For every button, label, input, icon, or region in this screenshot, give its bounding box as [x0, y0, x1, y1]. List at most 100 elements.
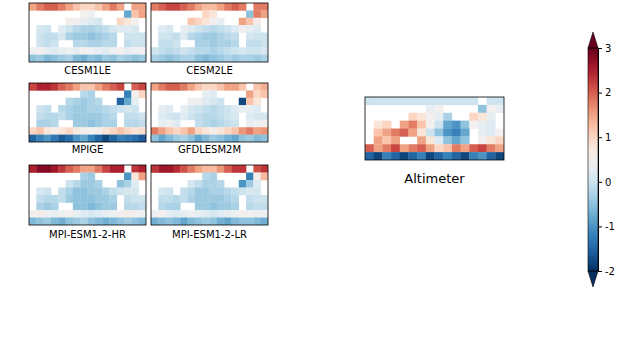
cell	[210, 90, 218, 98]
cell	[231, 188, 239, 196]
cell	[195, 83, 203, 91]
cell	[246, 47, 254, 55]
land	[29, 165, 146, 225]
cell	[217, 203, 225, 211]
cell	[173, 33, 181, 41]
cell	[253, 40, 261, 48]
cell	[124, 98, 132, 106]
cell	[253, 195, 261, 203]
cell	[246, 113, 254, 121]
cell	[224, 218, 232, 226]
cell	[210, 210, 218, 218]
cell	[80, 173, 88, 181]
cell	[73, 3, 81, 11]
cell	[253, 180, 261, 188]
cell	[246, 210, 254, 218]
cell	[131, 47, 139, 55]
cell	[188, 105, 196, 113]
cell	[102, 40, 110, 48]
cell	[188, 188, 196, 196]
cell	[95, 203, 103, 211]
cell	[188, 33, 196, 41]
cell	[417, 129, 426, 137]
cell	[88, 105, 96, 113]
cell	[29, 210, 37, 218]
cell	[435, 97, 444, 105]
cell	[443, 121, 452, 129]
cell	[202, 90, 210, 98]
cell	[88, 127, 96, 135]
cell	[400, 144, 409, 152]
cell	[80, 3, 88, 11]
cell	[188, 113, 196, 121]
cell	[166, 165, 174, 173]
cell	[166, 195, 174, 203]
cell	[443, 97, 452, 105]
cell	[382, 144, 391, 152]
cell	[131, 98, 139, 106]
cell	[217, 40, 225, 48]
cell	[131, 40, 139, 48]
cell	[166, 3, 174, 11]
cell	[180, 165, 188, 173]
cell	[166, 40, 174, 48]
cell	[202, 173, 210, 181]
cell	[166, 127, 174, 135]
cell	[158, 135, 166, 142]
cell	[202, 55, 210, 62]
cell	[224, 105, 232, 113]
cell	[51, 135, 59, 142]
cell	[109, 33, 117, 41]
cell	[44, 135, 52, 142]
cell	[44, 203, 52, 211]
cell	[36, 33, 44, 41]
cell	[95, 180, 103, 188]
cell	[188, 55, 196, 62]
cell	[195, 47, 203, 55]
cell	[461, 121, 470, 129]
cell	[217, 165, 225, 173]
cell	[51, 33, 59, 41]
colorbar-tick: -2	[598, 266, 615, 277]
cell	[188, 165, 196, 173]
cell	[224, 210, 232, 218]
cell	[166, 135, 174, 142]
cell	[231, 127, 239, 135]
cell	[188, 18, 196, 26]
cell	[58, 165, 66, 173]
cell	[217, 83, 225, 91]
cell	[231, 120, 239, 128]
cell	[95, 105, 103, 113]
cell	[224, 165, 232, 173]
cell	[261, 120, 268, 128]
cell	[253, 83, 261, 91]
cell	[180, 25, 188, 33]
cell	[246, 120, 254, 128]
cell	[202, 188, 210, 196]
cell	[253, 105, 261, 113]
cell	[131, 18, 139, 26]
colorbar-tick-label: 1	[605, 132, 611, 143]
cell	[44, 195, 52, 203]
cell	[224, 83, 232, 91]
cell	[202, 98, 210, 106]
cell	[210, 18, 218, 26]
cell	[109, 113, 117, 121]
cell	[210, 120, 218, 128]
cells	[365, 97, 504, 160]
cell	[261, 165, 268, 173]
cell	[151, 47, 159, 55]
cell	[452, 97, 461, 105]
cell	[217, 218, 225, 226]
cell	[217, 210, 225, 218]
cell	[469, 144, 478, 152]
colorbar-tick: -1	[598, 221, 615, 232]
cell	[131, 188, 139, 196]
cell	[80, 18, 88, 26]
cell	[246, 218, 254, 226]
cell	[435, 136, 444, 144]
cell	[210, 10, 218, 18]
cell	[408, 152, 417, 160]
cell	[253, 33, 261, 41]
cell	[139, 173, 146, 181]
